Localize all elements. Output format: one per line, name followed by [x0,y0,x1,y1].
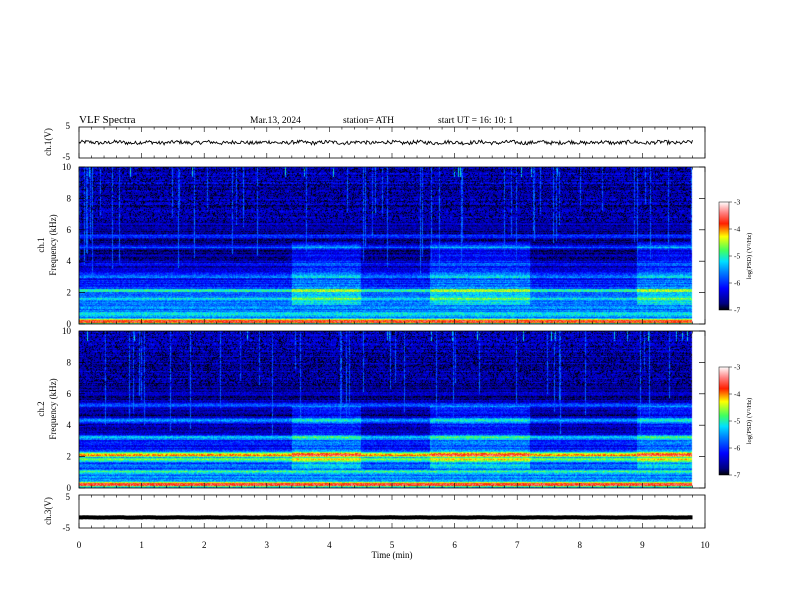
frequency-tick-label: 0 [67,319,72,329]
date-label: Mar.13, 2024 [250,116,301,126]
ch1-voltage-trace [78,139,693,147]
time-tick-label: 10 [701,540,711,550]
ch3-voltage-ylabel: ch.3(V) [43,497,53,525]
ch2-spectrogram-yticks: 0 2 4 6 8 10 [62,326,705,493]
ch3-voltage-panel: 5 -5 ch.3(V) [43,492,706,533]
station-label: station= ATH [343,116,394,126]
time-axis-label: Time (min) [372,550,413,560]
ch2-spectrogram-ylabel-channel: ch.2 [36,401,46,416]
time-tick-label: 5 [390,540,395,550]
ch2-spectrogram-holder [79,331,705,488]
time-tick-label: 2 [202,540,207,550]
colorbar-tick-label: -4 [734,390,740,399]
frequency-tick-label: 6 [67,225,72,235]
ch1-colorbar-label: log(PSD) (V²/Hz) [746,233,753,280]
ch1-voltage-ylabel: ch.1(V) [43,128,53,156]
time-tick-label: 6 [452,540,457,550]
ch1-colorbar [718,201,730,311]
start-time-label: start UT = 16: 10: 1 [438,116,513,126]
ch2-colorbar [718,366,730,476]
ch2-spectrogram-ylabel-freq: Frequency (kHz) [48,378,58,439]
frequency-tick-label: 4 [67,256,72,266]
ch1-ytick-bottom: -5 [63,152,71,162]
figure-title: VLF Spectra [79,114,136,126]
frequency-tick-label: 6 [67,389,72,399]
ch2-spectrogram-xticks [78,331,706,488]
colorbar-tick-label: -3 [734,363,740,372]
ch2-colorbar-label: log(PSD) (V²/Hz) [746,398,753,445]
colorbar-tick-label: -7 [734,306,740,315]
ch1-spectrogram-yticks: 0 2 4 6 8 10 [62,162,705,329]
colorbar-tick-label: -3 [734,198,740,207]
time-tick-label: 9 [640,540,645,550]
time-tick-label: 8 [578,540,583,550]
colorbar-tick-label: -6 [734,279,740,288]
ch3-ytick-top: 5 [66,492,71,502]
ch2-colorbar-ticks: -3 -4 -5 -6 -7 [729,363,740,480]
ch1-voltage-ticks [78,127,706,158]
frequency-tick-label: 2 [67,288,72,298]
frequency-tick-label: 8 [67,193,72,203]
colorbar-tick-label: -5 [734,417,740,426]
frequency-tick-label: 10 [62,326,72,336]
ch1-ytick-top: 5 [66,121,71,131]
frequency-tick-label: 8 [67,357,72,367]
frequency-tick-label: 2 [67,452,72,462]
frequency-tick-label: 4 [67,420,72,430]
time-tick-label: 1 [139,540,144,550]
colorbar-tick-label: -4 [734,225,740,234]
time-tick-label: 7 [515,540,520,550]
time-tick-label: 4 [327,540,332,550]
frequency-tick-label: 0 [67,483,72,493]
time-tick-label: 0 [77,540,82,550]
ch1-spectrogram-xticks [78,167,706,324]
ch1-spectrogram-ylabel-channel: ch.1 [36,237,46,252]
ch1-spectrogram-ylabel-freq: Frequency (kHz) [48,214,58,275]
ch1-voltage-panel: 5 -5 ch.1(V) [43,121,706,162]
ch1-spectrogram-holder [79,167,705,324]
ch1-colorbar-ticks: -3 -4 -5 -6 -7 [729,198,740,315]
colorbar-tick-label: -7 [734,471,740,480]
time-axis-tick-labels: 0 1 2 3 4 5 6 7 8 9 10 [77,540,710,550]
time-tick-label: 3 [265,540,270,550]
ch1-spectrogram-image [79,167,705,324]
colorbar-tick-label: -6 [734,444,740,453]
frequency-tick-label: 10 [62,162,72,172]
ch3-ytick-bottom: -5 [63,523,71,533]
colorbar-tick-label: -5 [734,252,740,261]
ch2-spectrogram-image [79,331,705,488]
ch3-voltage-ticks [78,495,706,528]
